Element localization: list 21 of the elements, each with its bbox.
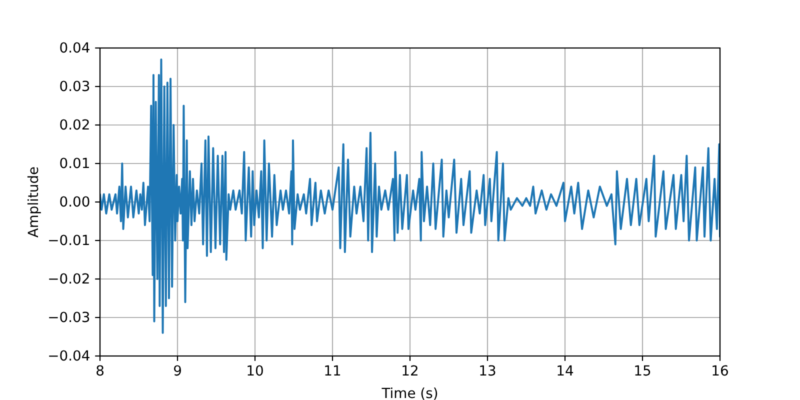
x-tick-label: 12: [401, 364, 419, 380]
y-tick-label: −0.01: [48, 232, 90, 249]
y-tick-label: −0.03: [48, 310, 90, 326]
x-tick-label: 11: [324, 364, 342, 380]
y-tick-label: −0.02: [48, 271, 90, 288]
y-tick-label: 0.00: [59, 194, 90, 210]
x-tick-label: 16: [711, 364, 729, 380]
x-tick-label: 10: [246, 364, 264, 380]
y-tick-label: 0.03: [59, 78, 90, 95]
y-tick-label: 0.02: [59, 117, 90, 134]
y-tick-label: 0.04: [59, 40, 90, 56]
x-tick-label: 15: [634, 364, 652, 380]
x-tick-label: 14: [556, 364, 574, 380]
x-tick-label: 9: [173, 364, 182, 380]
line-series: [100, 58, 720, 334]
y-tick-label: 0.01: [59, 156, 90, 172]
x-tick-label: 8: [96, 364, 104, 380]
x-tick-label: 13: [478, 364, 496, 380]
y-tick-label: −0.04: [48, 348, 90, 364]
x-axis-title: Time (s): [380, 386, 438, 400]
y-axis-title: Amplitude: [26, 166, 42, 238]
